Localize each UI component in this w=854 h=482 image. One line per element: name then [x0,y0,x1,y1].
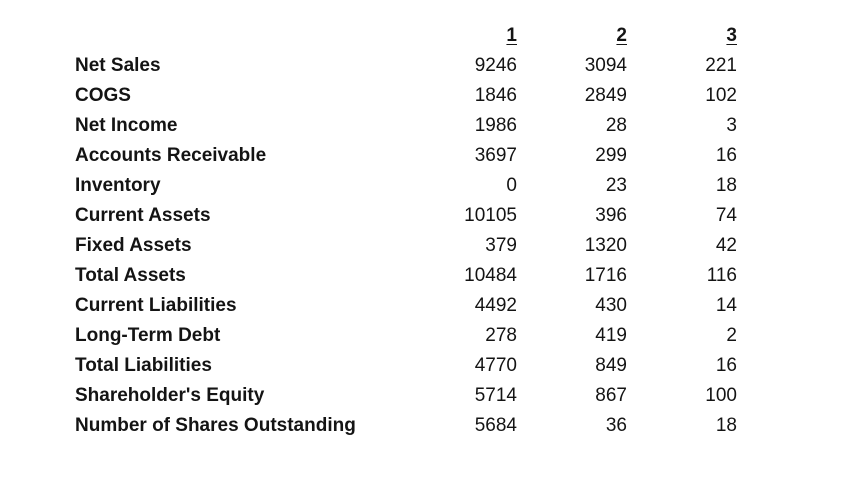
row-value: 28 [605,115,627,136]
table-row: Total Assets 10484 1716 116 [75,261,737,291]
column-header-2: 2 [616,25,627,46]
row-value: 1986 [474,115,517,136]
row-value: 74 [715,205,737,226]
row-value: 14 [715,295,737,316]
row-label: Shareholder's Equity [75,385,265,406]
table-row: Accounts Receivable 3697 299 16 [75,141,737,171]
row-value: 102 [705,85,737,106]
row-value: 1716 [584,265,627,286]
row-value: 16 [715,145,737,166]
row-value: 1846 [474,85,517,106]
row-value: 116 [706,265,737,286]
label-column-header [75,21,407,51]
table-row: Total Liabilities 4770 849 16 [75,351,737,381]
row-label: Accounts Receivable [75,145,267,166]
financial-table: 1 2 3 Net Sales 9246 3094 221 COGS 1846 … [75,21,737,441]
row-label: Total Liabilities [75,355,212,376]
table-header-row: 1 2 3 [75,21,737,51]
row-value: 0 [506,175,517,196]
row-value: 1320 [584,235,627,256]
row-value: 396 [595,205,627,226]
row-label: Net Income [75,115,178,136]
row-label: Total Assets [75,265,186,286]
row-value: 379 [485,235,517,256]
table-row: COGS 1846 2849 102 [75,81,737,111]
row-value: 867 [595,385,627,406]
table-row: Current Liabilities 4492 430 14 [75,291,737,321]
row-value: 5714 [474,385,517,406]
row-value: 4770 [474,355,517,376]
column-header-3: 3 [726,25,737,46]
row-value: 2849 [584,85,627,106]
row-value: 299 [595,145,627,166]
row-label: COGS [75,85,131,106]
table-row: Inventory 0 23 18 [75,171,737,201]
row-label: Fixed Assets [75,235,192,256]
row-value: 3 [726,115,737,136]
row-value: 18 [715,415,737,436]
row-value: 430 [595,295,627,316]
row-value: 3094 [584,55,627,76]
row-value: 10484 [464,265,517,286]
table-row: Current Assets 10105 396 74 [75,201,737,231]
row-label: Current Assets [75,205,211,226]
row-label: Number of Shares Outstanding [75,415,356,436]
table-row: Net Income 1986 28 3 [75,111,737,141]
row-value: 4492 [474,295,517,316]
table-row: Shareholder's Equity 5714 867 100 [75,381,737,411]
row-label: Inventory [75,175,161,196]
row-value: 3697 [474,145,517,166]
table-row: Long-Term Debt 278 419 2 [75,321,737,351]
row-label: Long-Term Debt [75,325,221,346]
row-value: 9246 [474,55,517,76]
table-body: Net Sales 9246 3094 221 COGS 1846 2849 1… [75,51,737,441]
row-value: 419 [595,325,627,346]
row-value: 5684 [474,415,517,436]
row-value: 100 [705,385,737,406]
row-value: 10105 [464,205,517,226]
table-row: Fixed Assets 379 1320 42 [75,231,737,261]
row-value: 278 [485,325,517,346]
row-value: 23 [605,175,627,196]
column-header-1: 1 [506,25,517,46]
row-value: 42 [715,235,737,256]
row-value: 18 [715,175,737,196]
table-row: Net Sales 9246 3094 221 [75,51,737,81]
row-value: 849 [595,355,627,376]
row-value: 36 [605,415,627,436]
table-row: Number of Shares Outstanding 5684 36 18 [75,411,737,441]
row-value: 16 [715,355,737,376]
row-label: Net Sales [75,55,161,76]
row-label: Current Liabilities [75,295,237,316]
row-value: 2 [726,325,737,346]
row-value: 221 [705,55,737,76]
